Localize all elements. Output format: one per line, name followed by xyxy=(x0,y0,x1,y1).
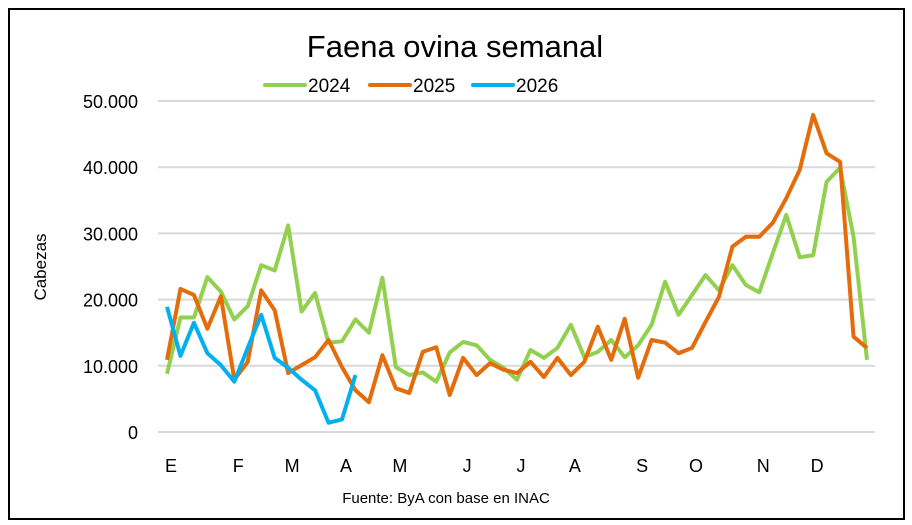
y-axis-label: Cabezas xyxy=(31,233,50,300)
series-line-2026 xyxy=(165,306,358,425)
chart-title: Faena ovina semanal xyxy=(307,29,603,64)
y-tick-label: 10.000 xyxy=(83,357,138,377)
x-tick-label: A xyxy=(569,456,581,476)
x-tick-label: M xyxy=(285,456,300,476)
x-tick-label: S xyxy=(636,456,648,476)
x-tick-label: J xyxy=(463,456,472,476)
legend-label-2026: 2026 xyxy=(516,76,558,97)
chart-border xyxy=(8,8,905,520)
x-tick-label: A xyxy=(340,456,352,476)
x-tick-label: N xyxy=(757,456,770,476)
legend: 2024 2025 2026 xyxy=(263,76,558,97)
y-tick-label: 50.000 xyxy=(83,92,138,112)
x-tick-label: F xyxy=(233,456,244,476)
legend-label-2025: 2025 xyxy=(413,76,455,97)
x-tick-label: J xyxy=(517,456,526,476)
y-tick-label: 20.000 xyxy=(83,291,138,311)
x-tick-label: D xyxy=(811,456,824,476)
y-tick-label: 0 xyxy=(128,423,138,443)
series-lines xyxy=(165,112,869,425)
legend-label-2024: 2024 xyxy=(308,76,351,97)
y-axis-ticks: 0 10.000 20.000 30.000 40.000 50.000 xyxy=(83,92,138,443)
x-tick-label: O xyxy=(689,456,703,476)
series-line-2024 xyxy=(165,165,869,384)
gridlines xyxy=(158,100,875,433)
series-line-2025 xyxy=(165,112,869,405)
y-tick-label: 40.000 xyxy=(83,158,138,178)
source-note: Fuente: ByA con base en INAC xyxy=(342,490,550,507)
x-tick-label: M xyxy=(392,456,407,476)
y-tick-label: 30.000 xyxy=(83,224,138,244)
x-tick-label: E xyxy=(165,456,177,476)
